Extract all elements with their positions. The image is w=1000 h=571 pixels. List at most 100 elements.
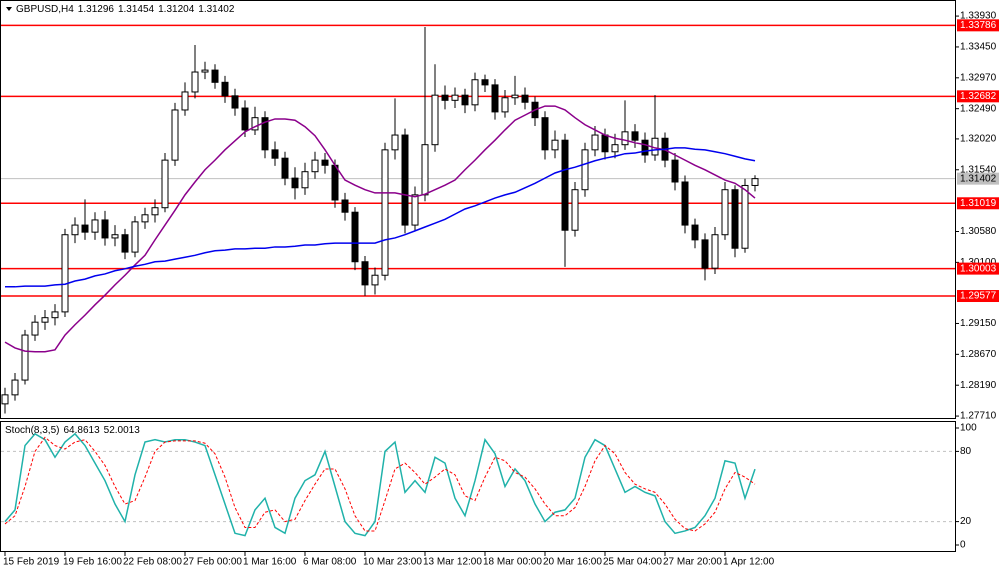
candle-body (341, 199, 349, 213)
y-tick-label: 1.33450 (960, 42, 997, 53)
y-tick-label: 1.28670 (960, 349, 997, 360)
level-label: 1.31019 (960, 198, 997, 209)
candle-body (121, 234, 129, 253)
candle-body (501, 97, 509, 113)
x-tick-label: 27 Feb 00:00 (183, 557, 242, 568)
candle-body (51, 311, 59, 319)
candle-body (281, 157, 289, 179)
current-price-bg (957, 172, 999, 185)
plot-layer: 1.33930 1.33450 1.32970 1.32490 1.32020 1.315… (0, 11, 999, 568)
candle-body (361, 261, 369, 286)
candle-body (31, 321, 39, 336)
candle-body (371, 274, 379, 286)
candle-body (691, 224, 699, 241)
y-tick-label: 1.29150 (960, 318, 997, 329)
level-label-bg (957, 197, 999, 210)
candle-body (261, 117, 269, 151)
y-tick-label: 1.27710 (960, 411, 997, 422)
candle-body (401, 134, 409, 226)
candle-body (221, 81, 229, 97)
x-tick-label: 10 Mar 23:00 (363, 557, 422, 568)
current-price-label: 1.31402 (960, 173, 997, 184)
line-series (4, 105, 756, 353)
x-tick-label: 1 Mar 16:00 (243, 557, 297, 568)
stoch-main-value: 64.8613 (63, 425, 100, 436)
candle-body (351, 211, 359, 263)
candle-body (81, 224, 89, 233)
candle-body (141, 214, 149, 223)
candle-body (151, 207, 159, 216)
x-tick-label: 25 Mar 04:00 (603, 557, 662, 568)
symbol: GBPUSD,H4 (16, 4, 74, 15)
candle-body (441, 94, 449, 101)
level-label: 1.29577 (960, 291, 997, 302)
x-tick-label: 18 Mar 00:00 (483, 557, 542, 568)
candle-body (631, 131, 639, 141)
stoch-signal-value: 52.0013 (104, 425, 141, 436)
candle-body (61, 234, 69, 313)
candle-body (201, 69, 209, 73)
candle-body (571, 189, 579, 231)
candle-body (451, 94, 459, 101)
x-tick-label: 13 Mar 12:00 (423, 557, 482, 568)
candle-body (91, 219, 99, 233)
candle-body (461, 94, 469, 106)
candle-body (321, 159, 329, 166)
level-label: 1.30003 (960, 263, 997, 274)
candle-body (131, 221, 139, 253)
y-tick-label: 1.30100 (960, 257, 997, 268)
candle-body (251, 117, 259, 131)
x-tick-label: 22 Feb 08:00 (123, 557, 182, 568)
high-value: 1.31454 (118, 4, 155, 15)
candle-body (641, 139, 649, 156)
candle-body (731, 189, 739, 249)
y-tick-label: 1.32490 (960, 103, 997, 114)
line-series (5, 147, 756, 288)
line-series (4, 436, 756, 532)
stoch-frame (0, 421, 956, 552)
level-label-bg (957, 90, 999, 103)
x-tick-label: 27 Mar 20:00 (663, 557, 722, 568)
candle-body (581, 149, 589, 191)
y-tick-label: 1.32020 (960, 134, 997, 145)
y-tick-label: 0 (960, 540, 966, 551)
candle-body (701, 239, 709, 269)
candle-body (711, 234, 719, 269)
candle-body (561, 139, 569, 231)
level-label-bg (957, 290, 999, 303)
line-series (4, 432, 756, 537)
candle-body (551, 139, 559, 151)
candle-body (191, 71, 199, 93)
candle-body (541, 117, 549, 151)
candle-body (171, 109, 179, 161)
candle-body (311, 159, 319, 173)
candle-body (111, 234, 119, 239)
low-value: 1.31204 (158, 4, 195, 15)
candle-body (591, 134, 599, 151)
candle-body (231, 95, 239, 109)
candle-body (11, 379, 19, 396)
candle-body (751, 178, 759, 186)
candle-body (411, 194, 419, 226)
candle-body (671, 159, 679, 183)
level-label: 1.32682 (960, 91, 997, 102)
candle-body (741, 184, 749, 249)
level-label-bg (957, 262, 999, 275)
y-tick-label: 1.30580 (960, 226, 997, 237)
candle-body (21, 334, 29, 381)
candle-body (721, 189, 729, 236)
candle-body (241, 107, 249, 131)
candle-body (601, 134, 609, 153)
candle-body (271, 149, 279, 159)
x-tick-label: 15 Feb 2019 (3, 557, 60, 568)
candle-body (431, 94, 439, 146)
open-value: 1.31296 (78, 4, 115, 15)
stoch-header: Stoch(8,3,5) 64.8613 52.0013 (5, 425, 140, 436)
candle-body (1, 394, 9, 405)
x-tick-label: 19 Feb 16:00 (63, 557, 122, 568)
candle-body (611, 144, 619, 153)
y-tick-label: 20 (960, 516, 972, 527)
candle-body (391, 134, 399, 151)
x-tick-label: 1 Apr 12:00 (723, 557, 775, 568)
